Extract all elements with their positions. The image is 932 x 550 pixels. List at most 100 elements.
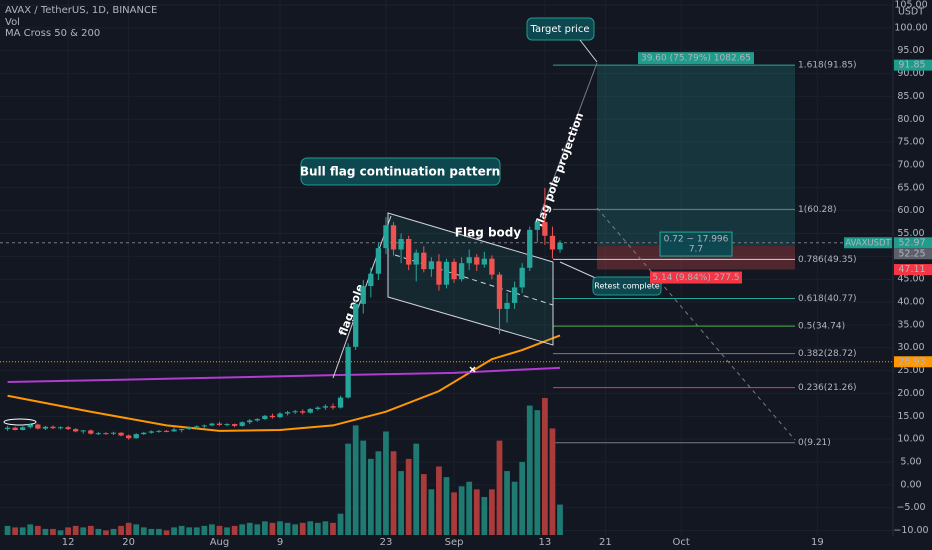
volume-bar xyxy=(284,522,291,535)
y-tick-label: 85.00 xyxy=(897,91,924,102)
volume-bar xyxy=(246,522,253,535)
volume-bar xyxy=(133,524,140,535)
volume-bar xyxy=(95,528,102,535)
fib-label: 0.618(40.77) xyxy=(798,294,857,304)
volume-bar xyxy=(398,471,404,535)
volume-bar xyxy=(466,481,473,535)
candle-body xyxy=(292,411,298,413)
volume-bar xyxy=(27,524,34,535)
candle-body xyxy=(375,248,382,274)
candle-body xyxy=(269,415,276,418)
volume-bar xyxy=(261,521,268,535)
fib-label: 0.382(28.72) xyxy=(798,349,857,359)
x-tick-label: Sep xyxy=(445,537,464,548)
candle-body xyxy=(557,242,563,250)
x-tick-label: 19 xyxy=(811,537,824,548)
candle-body xyxy=(148,431,155,433)
candle-body xyxy=(254,419,260,421)
symbol-label: AVAXUSDT xyxy=(845,238,891,248)
volume-bar xyxy=(534,410,541,535)
volume-bar xyxy=(413,443,420,535)
fib-label: 0(9.21) xyxy=(798,438,831,448)
price-tag xyxy=(894,237,932,249)
volume-bar xyxy=(186,527,193,535)
candle-body xyxy=(322,406,329,408)
volume-bar xyxy=(420,474,427,535)
volume-bar xyxy=(110,528,117,535)
candle-body xyxy=(186,427,192,430)
volume-bar xyxy=(65,527,71,535)
volume-bar xyxy=(352,425,359,535)
volume-bar xyxy=(4,525,11,535)
volume-bar xyxy=(171,527,177,535)
volume-bar xyxy=(428,489,435,535)
stop-zone xyxy=(597,246,795,270)
x-tick-label: 21 xyxy=(599,537,612,548)
volume-bar xyxy=(125,522,132,535)
x-tick-label: 12 xyxy=(62,537,75,548)
candle-body xyxy=(118,432,124,436)
fills xyxy=(0,64,893,444)
fib-trend xyxy=(596,207,796,441)
label-box xyxy=(638,52,754,65)
volume-bar xyxy=(542,398,548,535)
candle-body xyxy=(481,258,487,265)
volume-bar xyxy=(34,525,41,535)
price-tag xyxy=(894,59,932,71)
y-tick-label: 75.00 xyxy=(897,137,924,148)
price-tag-label: 52.97 xyxy=(898,237,925,248)
volume-bar xyxy=(481,496,488,535)
volume-bar xyxy=(504,471,510,535)
candle-body xyxy=(194,426,200,428)
entry-label: 0.72 ~ 17.996 xyxy=(664,235,729,245)
moving-averages xyxy=(7,334,561,432)
candle-body xyxy=(300,411,306,413)
candle-body xyxy=(156,430,162,432)
candle-body xyxy=(27,424,33,428)
volume-bar xyxy=(314,522,321,535)
volume-bar xyxy=(345,443,351,535)
volume-bar xyxy=(443,477,450,535)
candle-body xyxy=(4,427,11,430)
label: Flag body xyxy=(455,226,522,240)
callout-box xyxy=(526,17,595,41)
axis-unit: USDT xyxy=(898,7,924,18)
volume xyxy=(4,398,563,535)
candle-body xyxy=(141,432,147,435)
volume-bar xyxy=(360,440,367,535)
volume-bar xyxy=(337,513,344,535)
volume-bar xyxy=(496,440,503,535)
volume-bar xyxy=(42,528,49,535)
callout-pointer xyxy=(559,261,601,281)
volume-bar xyxy=(216,525,223,535)
fib-label: 1(60.28) xyxy=(798,205,837,215)
volume-bar xyxy=(451,492,457,535)
volume-bar xyxy=(549,428,556,535)
candle-body xyxy=(330,406,336,408)
candle-body xyxy=(133,434,139,439)
candle-body xyxy=(496,274,503,309)
candle-body xyxy=(511,287,518,303)
candle-body xyxy=(103,433,109,435)
entry-label: 7.7 xyxy=(689,245,703,255)
y-tick-label: 70.00 xyxy=(897,159,924,170)
moving-average xyxy=(7,334,561,432)
volume-bar xyxy=(330,522,336,535)
volume-bar xyxy=(201,525,208,535)
x-tick-label: Oct xyxy=(672,537,689,548)
callout-box xyxy=(300,157,501,186)
candle-body xyxy=(65,427,71,430)
candle-body xyxy=(307,408,313,413)
y-tick-label: 5.00 xyxy=(900,456,921,467)
y-tick-label: 0.00 xyxy=(900,479,921,490)
labels: 12 20 Aug 9 23 Sep 13 21 Oct 19 1.618(91.85) 1(60.2… xyxy=(62,52,892,548)
y-tick-label: 20.00 xyxy=(897,388,924,399)
candle-body xyxy=(178,429,185,431)
candle-body xyxy=(315,407,321,409)
candle-body xyxy=(519,267,525,288)
candle-body xyxy=(451,261,457,280)
fib-label: 0.786(49.35) xyxy=(798,255,857,265)
callout-box xyxy=(592,276,662,296)
moving-average xyxy=(7,366,561,384)
